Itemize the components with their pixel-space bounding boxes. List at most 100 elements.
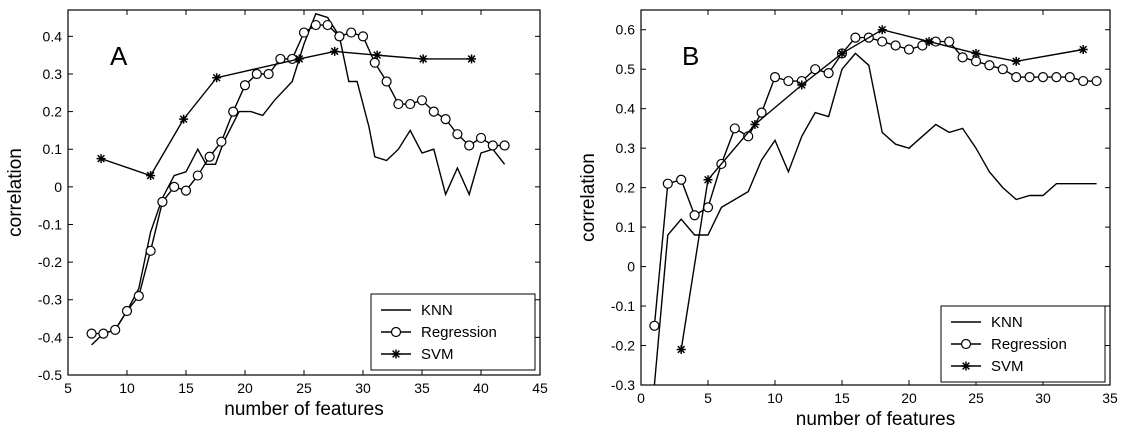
circle-marker [381,76,392,87]
circle-marker [984,60,995,71]
x-tick-label: 25 [968,390,984,406]
data-point [192,170,203,181]
data-point [783,75,794,87]
y-tick-label: -0.1 [611,298,635,314]
star-marker [179,114,189,124]
data-point [204,151,215,162]
data-point [729,123,740,134]
series-line [100,50,472,177]
star-stroke [179,115,188,124]
data-point [1051,72,1062,83]
data-point [970,56,982,67]
y-tick-label: 0.2 [616,180,636,196]
data-point [903,44,915,55]
circle-marker [689,210,700,221]
data-point [1011,72,1022,83]
data-point [499,140,510,151]
x-tick-label: 15 [834,390,850,406]
star-stroke [373,51,382,60]
circle-marker [997,64,1008,75]
x-axis-label: number of features [796,409,955,425]
data-point [393,98,404,110]
data-point [145,245,156,256]
y-tick-label: 0.5 [616,61,636,77]
circle-marker [346,27,357,38]
y-tick-label: 0.1 [616,219,636,235]
star-marker [146,171,156,181]
data-point [239,80,251,91]
circle-marker [192,170,203,181]
x-tick-label: 25 [296,380,312,396]
circle-marker [393,98,404,110]
circle-marker [1064,72,1075,83]
circle-marker [157,196,168,208]
legend-label: KNN [991,314,1023,331]
x-tick-label: 35 [414,380,430,396]
x-tick-label: 45 [532,380,548,396]
data-point [997,64,1008,75]
star-marker [924,37,934,47]
star-marker [372,50,382,60]
circle-marker [903,44,915,55]
data-point [1078,75,1089,87]
data-point [1078,44,1088,54]
circle-marker [390,326,402,338]
circle-marker [452,129,463,140]
legend-entry: Regression [951,336,1067,353]
circle-marker [110,324,121,335]
circle-marker [1091,75,1102,87]
star-stroke [704,175,712,184]
circle-marker [440,114,451,125]
legend-entry: SVM [951,358,1024,375]
data-point [263,68,274,80]
data-point [86,328,97,339]
legend-entry: KNN [951,314,1023,331]
data-point [157,196,168,208]
data-point [823,68,834,79]
y-tick-label: 0.6 [616,22,636,38]
series-regression [649,32,1102,331]
x-tick-label: 35 [1102,390,1118,406]
circle-marker [464,140,475,151]
x-tick-label: 20 [901,390,917,406]
series-knn [653,52,1097,386]
data-point [649,320,660,331]
circle-marker [917,40,928,51]
star-marker [418,54,428,64]
legend-label: KNN [421,302,453,319]
data-point [428,106,439,117]
data-point [1091,75,1102,87]
y-tick-label: 0 [54,179,62,195]
x-tick-label: 5 [704,390,712,406]
star-stroke [392,350,400,358]
star-stroke [677,345,686,354]
star-stroke [419,55,428,63]
circle-marker [416,95,428,106]
data-point [440,114,451,125]
star-marker [294,54,304,64]
data-point [179,114,189,124]
circle-marker [729,123,740,134]
panel-letter: B [682,41,699,71]
plot-frame [640,9,1111,386]
y-tick-label: 0 [627,259,635,275]
circle-marker [216,136,227,147]
data-point [294,54,304,64]
data-point [381,76,392,87]
y-tick-label: -0.3 [38,292,62,308]
circle-marker [334,31,345,42]
data-point [357,31,369,42]
data-point [216,136,227,147]
star-marker [750,119,760,129]
data-point [372,50,382,60]
data-point [877,25,887,35]
circle-marker [310,19,321,31]
y-tick-label: 0.3 [43,66,63,82]
circle-marker [251,68,262,80]
legend-entry: SVM [381,346,454,363]
data-point [133,290,144,302]
data-point [418,54,428,64]
data-point [877,36,888,47]
circle-marker [263,68,274,80]
